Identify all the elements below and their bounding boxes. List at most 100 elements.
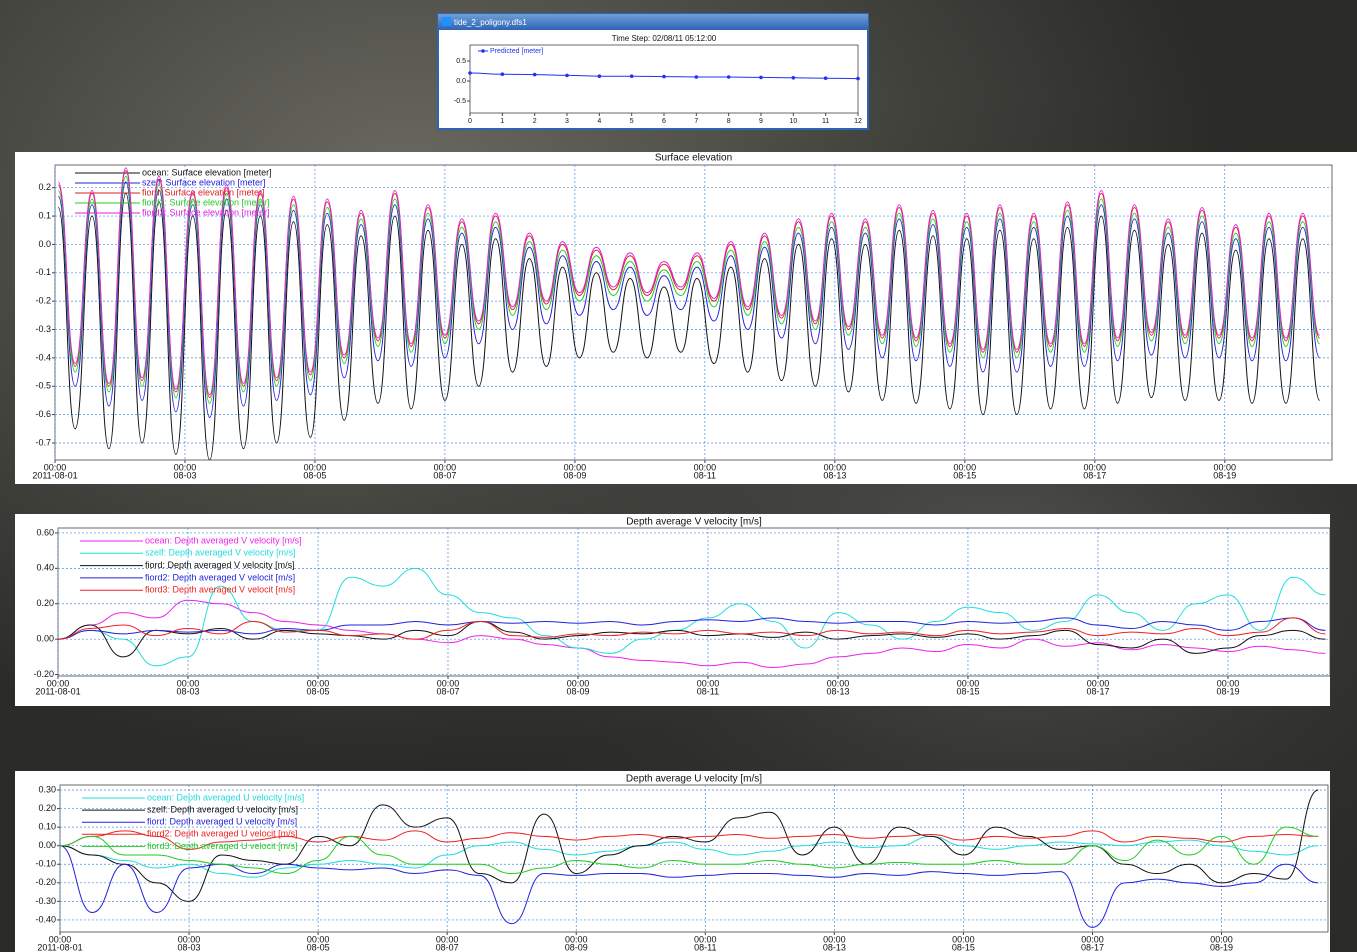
x-tick-date: 08-19 (1210, 942, 1233, 952)
x-tick-label: 9 (759, 118, 763, 125)
x-tick-date: 08-15 (952, 942, 975, 952)
x-tick-date: 2011-08-01 (35, 686, 80, 696)
x-tick-label: 2 (533, 118, 537, 125)
x-tick-date: 08-17 (1083, 470, 1106, 480)
chart: Time Step: 02/08/11 05:12:00 0.5 0.0 -0.5 0 1… (454, 34, 862, 125)
x-tick-label: 7 (694, 118, 698, 125)
legend-label: fiord3: Depth averaged V velocit [m/s] (145, 585, 295, 595)
x-tick-date: 08-05 (303, 470, 326, 480)
y-tick-label: 0.00 (38, 840, 56, 850)
data-point (630, 74, 634, 78)
x-tick-label: 8 (727, 118, 731, 125)
x-tick-date: 08-07 (436, 686, 459, 696)
data-point (759, 76, 763, 80)
chart-title: Surface elevation (655, 153, 732, 164)
chart-title: Depth average U velocity [m/s] (626, 774, 762, 785)
legend-label: ocean: Surface elevation [meter] (142, 167, 272, 177)
y-tick-label: -0.1 (35, 267, 51, 277)
x-tick-date: 08-11 (694, 470, 716, 480)
x-tick-date: 08-03 (176, 686, 199, 696)
x-tick-date: 08-13 (826, 686, 849, 696)
x-tick-date: 08-13 (823, 470, 846, 480)
legend-label: fiord3: Depth averaged U velocit [m/s] (147, 841, 298, 851)
y-tick-label: -0.40 (35, 914, 56, 924)
y-tick-label: -0.5 (35, 381, 51, 391)
y-tick-label: -0.4 (35, 352, 51, 362)
window-title: tide_2_poligony.dfs1 (454, 18, 527, 27)
legend-label: fiord: Depth averaged V velocity [m/s] (145, 560, 295, 570)
x-tick-label: 3 (565, 118, 569, 125)
y-tick-label: -0.3 (35, 324, 51, 334)
y-tick-label: 0.00 (36, 634, 54, 644)
y-tick-label: 0.20 (36, 598, 54, 608)
legend-label: fiord2: Depth averaged V velocit [m/s] (145, 572, 295, 582)
x-tick-label: 10 (789, 118, 797, 125)
y-tick-label: 0.2 (38, 182, 51, 192)
legend-label: ocean: Depth averaged U velocity [m/s] (147, 792, 304, 802)
x-tick-date: 08-15 (953, 470, 976, 480)
legend-label: szelf: Depth averaged U velocity [m/s] (147, 804, 298, 814)
window-icon (442, 17, 451, 26)
legend-label: Predicted [meter] (490, 48, 543, 55)
x-tick-date: 08-03 (178, 942, 201, 952)
x-tick-date: 2011-08-01 (32, 470, 77, 480)
data-point (662, 75, 666, 79)
y-tick-label: 0.40 (36, 563, 54, 573)
legend-label: fiord2: Depth averaged U velocit [m/s] (147, 829, 298, 839)
y-tick-label: -0.5 (454, 98, 466, 105)
x-tick-date: 08-07 (436, 942, 459, 952)
page: tide_2_poligony.dfs1 Time Step: 02/08/11… (0, 0, 1357, 952)
y-tick-label: 0.30 (38, 784, 56, 794)
x-tick-date: 08-19 (1216, 686, 1239, 696)
legend-label: fiord: Depth averaged U velocity [m/s] (147, 817, 297, 827)
data-point (565, 74, 569, 78)
data-point (824, 76, 828, 80)
y-tick-label: -0.20 (35, 877, 56, 887)
legend-label: fiord2: Surface elevation [meter] (142, 197, 270, 207)
chart: Depth average V velocity [m/s] 0.60 0.40 0.… (15, 514, 1330, 706)
legend-label: szelf: Depth averaged V velocity [m/s] (145, 548, 296, 558)
x-tick-date: 2011-08-01 (37, 942, 82, 952)
x-tick-label: 1 (500, 118, 504, 125)
y-tick-label: 0.60 (36, 527, 54, 537)
x-tick-date: 08-11 (697, 686, 719, 696)
data-point (533, 73, 537, 77)
y-tick-label: -0.10 (35, 859, 56, 869)
data-point (598, 74, 602, 78)
chart: Depth average U velocity [m/s] 0.30 0.20 0.… (15, 771, 1330, 952)
data-point (792, 76, 796, 80)
x-tick-date: 08-03 (173, 470, 196, 480)
y-tick-label: 0.0 (456, 78, 466, 85)
legend-marker (481, 49, 485, 53)
x-tick-date: 08-15 (956, 686, 979, 696)
x-tick-label: 11 (822, 118, 829, 125)
x-tick-date: 08-17 (1086, 686, 1109, 696)
x-tick-date: 08-11 (694, 942, 716, 952)
x-tick-date: 08-09 (566, 686, 589, 696)
x-tick-label: 0 (468, 118, 472, 125)
x-tick-label: 5 (630, 118, 634, 125)
y-tick-label: 0.20 (38, 803, 56, 813)
y-tick-label: 0.0 (38, 239, 51, 249)
plot-area (470, 45, 858, 113)
x-tick-label: 12 (854, 118, 862, 125)
y-tick-label: -0.6 (35, 409, 51, 419)
x-tick-date: 08-07 (433, 470, 456, 480)
x-tick-date: 08-17 (1081, 942, 1104, 952)
data-point (501, 72, 505, 76)
y-tick-label: 0.1 (38, 210, 51, 220)
chart-title: Depth average V velocity [m/s] (626, 517, 762, 528)
screen: tide_2_poligony.dfs1 Time Step: 02/08/11… (0, 0, 1357, 952)
x-tick-date: 08-09 (563, 470, 586, 480)
y-tick-label: -0.30 (35, 896, 56, 906)
y-tick-label: -0.2 (35, 296, 51, 306)
x-tick-label: 6 (662, 118, 666, 125)
x-tick-date: 08-19 (1213, 470, 1236, 480)
chart-title: Time Step: 02/08/11 05:12:00 (612, 34, 717, 43)
y-tick-label: 0.5 (456, 58, 466, 65)
x-tick-date: 08-09 (565, 942, 588, 952)
y-tick-label: 0.10 (38, 822, 56, 832)
legend-label: fiord3: Surface elevation [meter] (142, 207, 270, 217)
x-tick-date: 08-05 (306, 686, 329, 696)
x-tick-date: 08-13 (823, 942, 846, 952)
